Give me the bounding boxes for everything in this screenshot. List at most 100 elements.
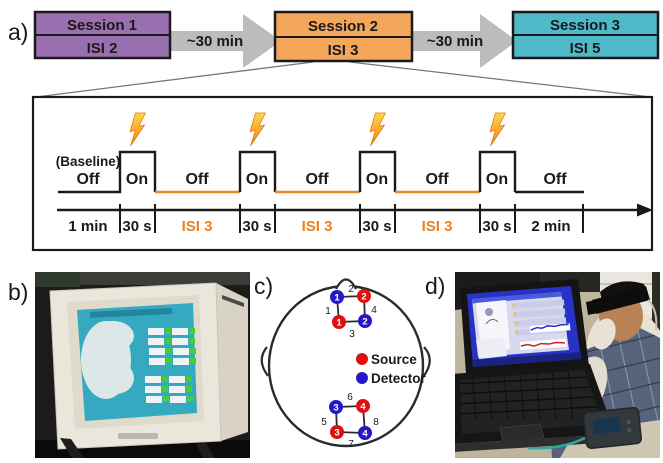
- source-optode: [332, 315, 346, 329]
- duration-label-isi: ISI 3: [302, 218, 333, 235]
- left-ear-icon: [260, 346, 269, 377]
- touchpad: [499, 423, 545, 443]
- session-2-isi: ISI 3: [328, 42, 359, 59]
- optode-number: 2: [361, 292, 366, 303]
- device-leg: [196, 443, 215, 458]
- duration-label-isi: ISI 3: [422, 218, 453, 235]
- goggles-strap: [586, 300, 598, 315]
- detector-optode: [329, 400, 343, 414]
- laptop-front-edge: [455, 434, 617, 452]
- recording-setup-photo: [455, 272, 660, 458]
- session-1-title: Session 1: [67, 17, 137, 34]
- session-1-box: Session 1 ISI 2: [33, 10, 172, 60]
- channel-number: 5: [321, 417, 327, 428]
- detector-legend-label: Detector: [371, 371, 427, 386]
- panel-a-session-timeline: a) Session 1 ISI 2 ~30 min Session 2 ISI…: [8, 10, 660, 98]
- optode-number: 3: [333, 403, 338, 414]
- duration-label: 30 s: [242, 218, 271, 235]
- posterior-optode-array: 3 4 3 4 6 5 8 7: [321, 392, 379, 450]
- time-axis: 1 min 30 s ISI 3 30 s ISI 3 30 s ISI 3 3…: [57, 203, 653, 235]
- state-label-off: Off: [185, 171, 209, 188]
- detector-legend-icon: [356, 372, 368, 384]
- channel-number: 6: [347, 392, 353, 403]
- axis-arrowhead-icon: [637, 203, 653, 217]
- source-optode: [330, 425, 344, 439]
- optode-number: 2: [362, 317, 367, 328]
- optode-number: 4: [360, 402, 366, 413]
- source-optode: [356, 399, 370, 413]
- protocol-detail-box: (Baseline) Off On Off On Off On Off On O…: [31, 95, 654, 252]
- zoom-connector-line: [35, 61, 314, 98]
- state-label-on: On: [246, 171, 268, 188]
- teal-cable: [527, 436, 586, 450]
- state-label-off: Off: [425, 171, 449, 188]
- duration-label: 30 s: [122, 218, 151, 235]
- lightning-bolt-icon: [129, 112, 147, 147]
- peripheral-device: [583, 406, 642, 449]
- channel-number: 4: [371, 305, 377, 316]
- anterior-optode-array: 1 2 1 2 2 1 4 3: [325, 284, 377, 340]
- taskbar: [473, 352, 582, 367]
- duration-label-isi: ISI 3: [182, 218, 213, 235]
- session-3-isi: ISI 5: [570, 40, 601, 57]
- source-legend-label: Source: [371, 352, 417, 367]
- optode-number: 1: [334, 293, 340, 304]
- stimulator-device-photo: [35, 272, 250, 458]
- goggles-icon: [592, 286, 650, 314]
- stimulation-waveform: [58, 150, 584, 194]
- channel-number: 3: [349, 329, 355, 340]
- panel-c-label: c): [254, 273, 273, 299]
- optode-number: 1: [336, 318, 342, 329]
- duration-label: 30 s: [482, 218, 511, 235]
- channel-number: 2: [348, 284, 354, 295]
- channel-number: 1: [325, 306, 331, 317]
- state-label-off: Off: [305, 171, 329, 188]
- device-brand-label: [118, 433, 158, 439]
- channel-number: 8: [373, 417, 379, 428]
- session-1-isi: ISI 2: [87, 40, 118, 57]
- acquisition-software-window: [472, 292, 571, 359]
- panel-b-label: b): [8, 279, 28, 305]
- source-legend-icon: [356, 353, 368, 365]
- channel-number: 7: [348, 439, 354, 450]
- device-leg: [60, 438, 84, 458]
- detector-optode: [358, 314, 372, 328]
- state-label-on: On: [126, 171, 148, 188]
- keyboard-keys: [460, 370, 604, 434]
- head-pad: [592, 318, 616, 350]
- lightning-bolt-icon: [369, 112, 387, 147]
- panel-d-label: d): [425, 273, 445, 299]
- session-3-box: Session 3 ISI 5: [511, 10, 660, 60]
- source-optode: [357, 289, 371, 303]
- state-label-off: Off: [543, 171, 567, 188]
- interval-arrow-icon: [408, 14, 517, 68]
- session-3-title: Session 3: [550, 17, 620, 34]
- optode-number: 4: [362, 429, 368, 440]
- interval-arrow-1-label: ~30 min: [187, 33, 243, 50]
- state-label-off: Off: [76, 171, 100, 188]
- interval-arrow-icon: [168, 14, 281, 68]
- nose-icon: [335, 278, 357, 290]
- state-label-on: On: [486, 171, 508, 188]
- cable: [647, 299, 658, 331]
- duration-label: 1 min: [68, 218, 107, 235]
- detector-optode: [358, 426, 372, 440]
- duration-label: 30 s: [362, 218, 391, 235]
- duration-label: 2 min: [531, 218, 570, 235]
- baseline-label: (Baseline): [56, 154, 121, 169]
- lightning-bolt-icon: [489, 112, 507, 147]
- laptop: [455, 279, 617, 452]
- detector-optode: [330, 290, 344, 304]
- device-screen-buttons: [145, 328, 196, 403]
- optode-montage-headmap: 1 2 1 2 2 1 4 3 Source Detector 3 4 3 4: [260, 278, 431, 450]
- montage-legend: Source Detector: [356, 352, 427, 386]
- panel-a-label: a): [8, 19, 28, 45]
- state-label-on: On: [366, 171, 388, 188]
- right-ear-icon: [422, 346, 431, 378]
- optode-number: 3: [334, 428, 339, 439]
- session-2-title: Session 2: [308, 18, 378, 35]
- interval-arrow-2-label: ~30 min: [427, 33, 483, 50]
- lightning-bolt-icon: [249, 112, 267, 147]
